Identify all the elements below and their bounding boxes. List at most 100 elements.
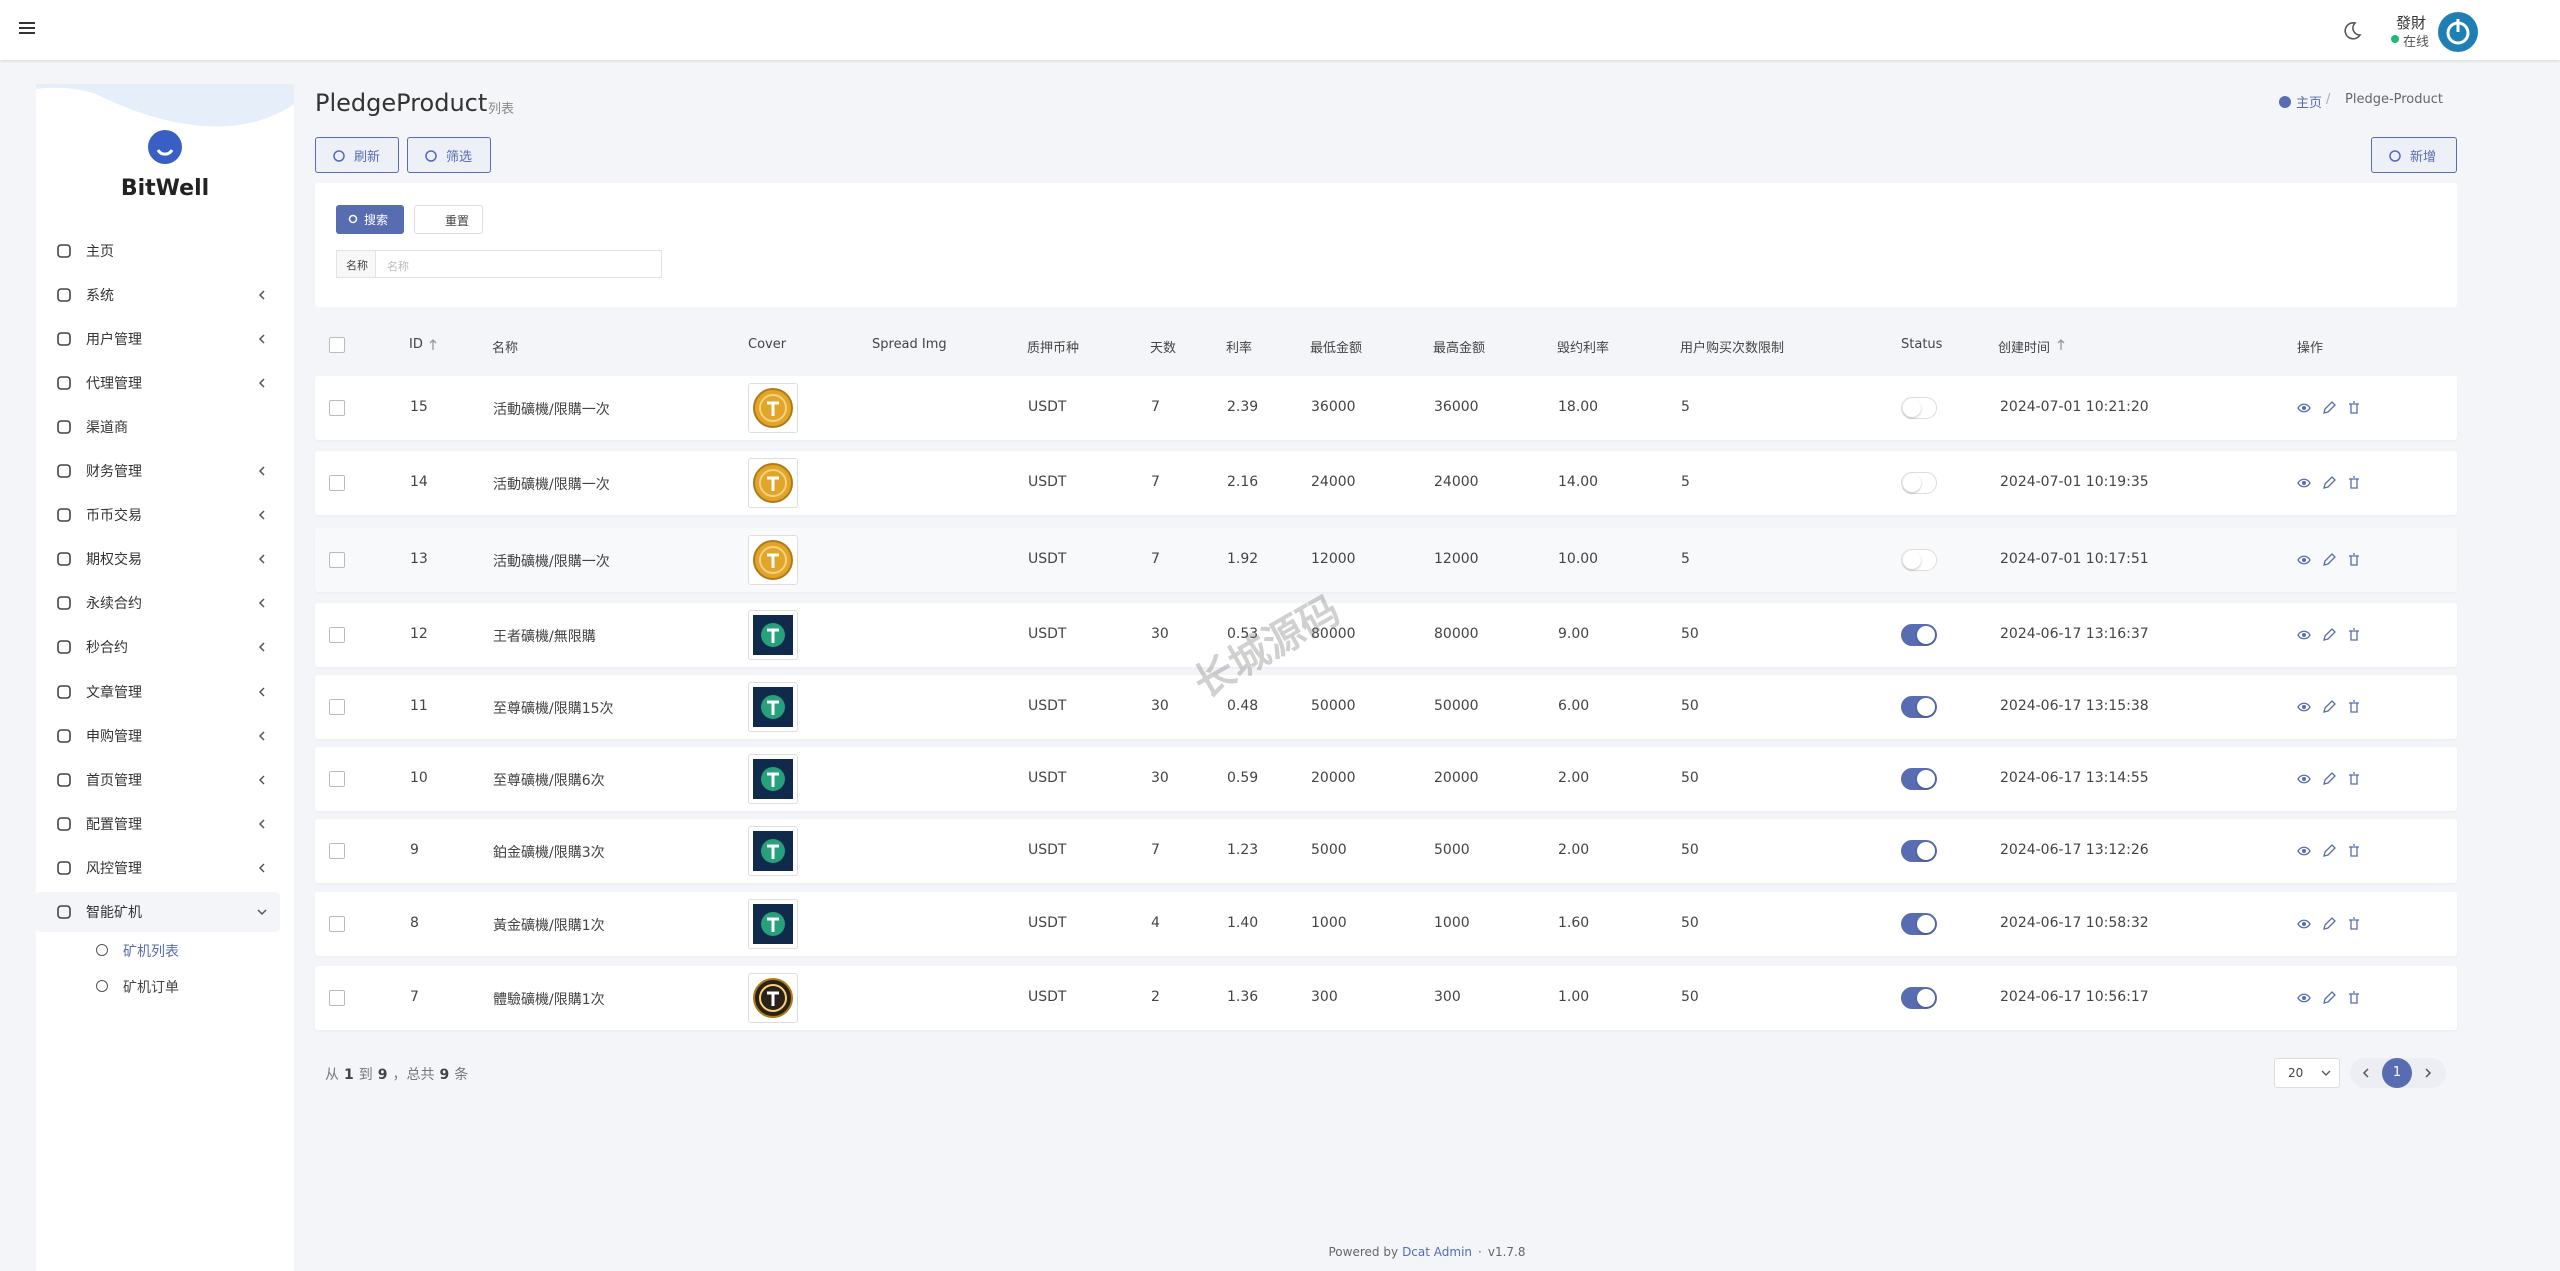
view-action[interactable] bbox=[2297, 700, 2311, 714]
breadcrumb-home[interactable]: 主页 bbox=[2296, 96, 2323, 111]
menu-item[interactable]: 文章管理 bbox=[36, 672, 280, 712]
row-checkbox[interactable] bbox=[329, 627, 345, 643]
status-dot bbox=[2391, 35, 2399, 43]
sort-icon[interactable] bbox=[2056, 338, 2066, 352]
filter-button[interactable]: 筛选 bbox=[407, 137, 491, 173]
menu-item[interactable]: 配置管理 bbox=[36, 804, 280, 844]
menu-item[interactable]: 申购管理 bbox=[36, 716, 280, 756]
menu-item[interactable]: 期权交易 bbox=[36, 539, 280, 579]
create-button[interactable]: 新增 bbox=[2371, 137, 2457, 173]
prev-page[interactable] bbox=[2360, 1067, 2372, 1079]
chevron bbox=[257, 909, 267, 915]
delete-action[interactable] bbox=[2347, 844, 2361, 858]
menu-label: 期权交易 bbox=[86, 552, 142, 569]
cell-currency: USDT bbox=[1028, 842, 1067, 858]
edit-action[interactable] bbox=[2322, 844, 2336, 858]
delete-action[interactable] bbox=[2347, 917, 2361, 931]
row-checkbox[interactable] bbox=[329, 843, 345, 859]
delete-action[interactable] bbox=[2347, 401, 2361, 415]
view-action[interactable] bbox=[2297, 772, 2311, 786]
menu-item[interactable]: 秒合约 bbox=[36, 627, 280, 667]
edit-action[interactable] bbox=[2322, 700, 2336, 714]
view-action[interactable] bbox=[2297, 844, 2311, 858]
name-input[interactable]: 名称 bbox=[375, 250, 662, 278]
menu-toggle[interactable] bbox=[18, 19, 36, 37]
search-icon bbox=[348, 214, 358, 224]
row-checkbox[interactable] bbox=[329, 699, 345, 715]
menu-item[interactable]: 渠道商 bbox=[36, 407, 280, 447]
menu-item[interactable]: 币币交易 bbox=[36, 495, 280, 535]
menu-item[interactable]: 智能矿机 bbox=[36, 891, 280, 932]
row-checkbox[interactable] bbox=[329, 771, 345, 787]
sort-icon[interactable] bbox=[428, 338, 438, 352]
menu-item[interactable]: 风控管理 bbox=[36, 848, 280, 888]
reset-button[interactable]: 重置 bbox=[414, 205, 483, 234]
cell-days: 7 bbox=[1151, 551, 1160, 567]
menu-item[interactable]: 主页 bbox=[36, 231, 280, 271]
delete-action[interactable] bbox=[2347, 553, 2361, 567]
header-checkbox[interactable] bbox=[329, 337, 345, 353]
menu-item[interactable]: 代理管理 bbox=[36, 363, 280, 403]
edit-action[interactable] bbox=[2322, 917, 2336, 931]
status-switch[interactable] bbox=[1901, 913, 1937, 935]
edit-action[interactable] bbox=[2322, 991, 2336, 1005]
status-switch[interactable] bbox=[1901, 549, 1937, 571]
next-page[interactable] bbox=[2422, 1067, 2434, 1079]
status-switch[interactable] bbox=[1901, 624, 1937, 646]
delete-action[interactable] bbox=[2347, 700, 2361, 714]
edit-action[interactable] bbox=[2322, 476, 2336, 490]
view-action[interactable] bbox=[2297, 401, 2311, 415]
delete-action[interactable] bbox=[2347, 628, 2361, 642]
row-checkbox[interactable] bbox=[329, 552, 345, 568]
submenu-item[interactable]: 矿机订单 bbox=[86, 972, 276, 1000]
table-row: 13 活動礦機/限購一次 USDT 7 1.92 12000 12000 10.00 5 2024… bbox=[315, 528, 2457, 592]
cell-name: 至尊礦機/限購15次 bbox=[493, 701, 614, 717]
row-checkbox[interactable] bbox=[329, 990, 345, 1006]
status-switch[interactable] bbox=[1901, 768, 1937, 790]
view-action[interactable] bbox=[2297, 553, 2311, 567]
view-action[interactable] bbox=[2297, 991, 2311, 1005]
refresh-button[interactable]: 刷新 bbox=[315, 137, 399, 173]
per-page-select[interactable]: 20 bbox=[2274, 1058, 2340, 1088]
menu-item[interactable]: 首页管理 bbox=[36, 760, 280, 800]
cover-coin bbox=[753, 615, 793, 655]
row-checkbox[interactable] bbox=[329, 400, 345, 416]
chevron bbox=[258, 731, 265, 741]
edit-action[interactable] bbox=[2322, 553, 2336, 567]
view-action[interactable] bbox=[2297, 476, 2311, 490]
cell-created: 2024-06-17 13:14:55 bbox=[2000, 770, 2149, 786]
menu-item[interactable]: 用户管理 bbox=[36, 319, 280, 359]
footer-link[interactable]: Dcat Admin bbox=[1402, 1245, 1473, 1259]
cell-rate: 2.39 bbox=[1227, 399, 1259, 415]
menu-item[interactable]: 财务管理 bbox=[36, 451, 280, 491]
avatar[interactable] bbox=[2437, 11, 2479, 53]
menu-label: 智能矿机 bbox=[86, 904, 142, 921]
cell-limit: 50 bbox=[1681, 989, 1699, 1005]
submenu-item[interactable]: 矿机列表 bbox=[86, 936, 276, 964]
theme-toggle[interactable] bbox=[2342, 21, 2362, 41]
search-button[interactable]: 搜索 bbox=[336, 205, 404, 234]
view-action[interactable] bbox=[2297, 917, 2311, 931]
cell-rate: 1.92 bbox=[1227, 551, 1259, 567]
status-switch[interactable] bbox=[1901, 840, 1937, 862]
delete-action[interactable] bbox=[2347, 991, 2361, 1005]
row-checkbox[interactable] bbox=[329, 916, 345, 932]
edit-action[interactable] bbox=[2322, 401, 2336, 415]
row-checkbox[interactable] bbox=[329, 475, 345, 491]
edit-action[interactable] bbox=[2322, 772, 2336, 786]
delete-action[interactable] bbox=[2347, 476, 2361, 490]
delete-action[interactable] bbox=[2347, 772, 2361, 786]
menu-label: 配置管理 bbox=[86, 816, 142, 833]
view-action[interactable] bbox=[2297, 628, 2311, 642]
menu-item[interactable]: 系统 bbox=[36, 275, 280, 315]
status-switch[interactable] bbox=[1901, 397, 1937, 419]
menu-item[interactable]: 永续合约 bbox=[36, 583, 280, 623]
status-switch[interactable] bbox=[1901, 696, 1937, 718]
menu-icon bbox=[57, 376, 71, 390]
status-switch[interactable] bbox=[1901, 987, 1937, 1009]
cover-coin bbox=[753, 904, 793, 944]
current-page[interactable]: 1 bbox=[2382, 1058, 2412, 1088]
status-switch[interactable] bbox=[1901, 472, 1937, 494]
cell-currency: USDT bbox=[1028, 989, 1067, 1005]
edit-action[interactable] bbox=[2322, 628, 2336, 642]
